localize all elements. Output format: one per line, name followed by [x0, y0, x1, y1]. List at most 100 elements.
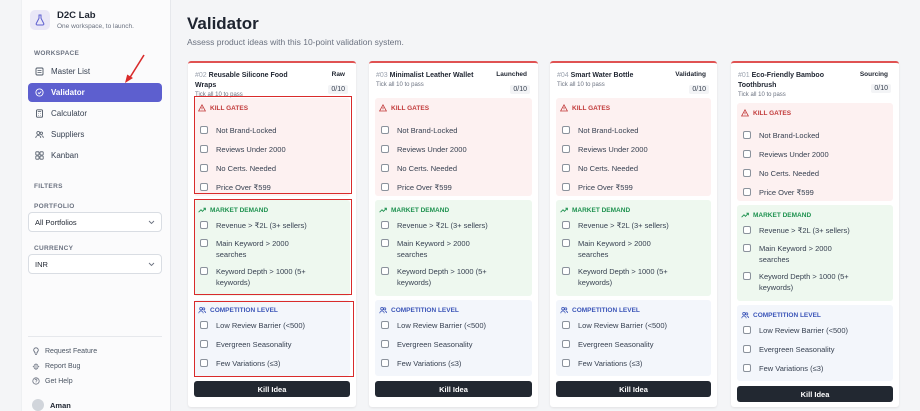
checkbox-few-variations-3[interactable]: Few Variations (≤3) — [381, 358, 461, 369]
checkbox[interactable] — [562, 340, 570, 348]
report-bug-link[interactable]: Report Bug — [32, 362, 80, 370]
checkbox[interactable] — [562, 321, 570, 329]
checkbox[interactable] — [200, 267, 208, 275]
checkbox-keyword-depth-1000-5-keywords[interactable]: Keyword Depth > 1000 (5+ keywords) — [200, 266, 308, 288]
checkbox[interactable] — [200, 126, 208, 134]
checkbox-keyword-depth-1000-5-keywords[interactable]: Keyword Depth > 1000 (5+ keywords) — [562, 266, 669, 288]
checkbox-revenue-2l-3-sellers[interactable]: Revenue > ₹2L (3+ sellers) — [200, 220, 307, 231]
checkbox[interactable] — [562, 183, 570, 191]
nav-suppliers[interactable]: Suppliers — [28, 125, 162, 144]
checkbox-not-brand-locked[interactable]: Not Brand-Locked — [381, 125, 457, 136]
checkbox-low-review-barrier-500[interactable]: Low Review Barrier (<500) — [743, 325, 848, 336]
checkbox-main-keyword-2000-searches[interactable]: Main Keyword > 2000 searches — [562, 238, 669, 260]
checkbox[interactable] — [743, 188, 751, 196]
nav-kanban[interactable]: Kanban — [28, 146, 162, 165]
checkbox[interactable] — [381, 340, 389, 348]
checkbox-main-keyword-2000-searches[interactable]: Main Keyword > 2000 searches — [381, 238, 490, 260]
checkbox-price-over-599[interactable]: Price Over ₹599 — [562, 182, 633, 193]
checkbox-keyword-depth-1000-5-keywords[interactable]: Keyword Depth > 1000 (5+ keywords) — [743, 271, 851, 293]
checkbox-price-over-599[interactable]: Price Over ₹599 — [743, 187, 814, 198]
checkbox-revenue-2l-3-sellers[interactable]: Revenue > ₹2L (3+ sellers) — [562, 220, 669, 231]
checkbox-price-over-599[interactable]: Price Over ₹599 — [381, 182, 452, 193]
currency-select[interactable]: INR — [28, 254, 162, 274]
checkbox[interactable] — [381, 321, 389, 329]
checkbox[interactable] — [743, 272, 751, 280]
checkbox[interactable] — [200, 321, 208, 329]
checkbox[interactable] — [381, 239, 389, 247]
checkbox-low-review-barrier-500[interactable]: Low Review Barrier (<500) — [200, 320, 305, 331]
checkbox[interactable] — [200, 239, 208, 247]
checkbox[interactable] — [562, 164, 570, 172]
checkbox[interactable] — [200, 221, 208, 229]
checkbox-evergreen-seasonality[interactable]: Evergreen Seasonality — [743, 344, 834, 355]
checkbox-reviews-under-2000[interactable]: Reviews Under 2000 — [743, 149, 829, 160]
checkbox-reviews-under-2000[interactable]: Reviews Under 2000 — [200, 144, 286, 155]
checkbox[interactable] — [562, 359, 570, 367]
checkbox-no-certs-needed[interactable]: No Certs. Needed — [200, 163, 276, 174]
user-profile[interactable]: Aman — [32, 399, 71, 411]
checkbox[interactable] — [200, 183, 208, 191]
checkbox[interactable] — [743, 326, 751, 334]
checkbox[interactable] — [381, 126, 389, 134]
checkbox[interactable] — [562, 145, 570, 153]
checkbox-no-certs-needed[interactable]: No Certs. Needed — [743, 168, 819, 179]
checkbox-keyword-depth-1000-5-keywords[interactable]: Keyword Depth > 1000 (5+ keywords) — [381, 266, 490, 288]
checkbox[interactable] — [381, 359, 389, 367]
checkbox[interactable] — [743, 131, 751, 139]
get-help-link[interactable]: Get Help — [32, 377, 73, 385]
checkbox[interactable] — [381, 164, 389, 172]
checkbox-not-brand-locked[interactable]: Not Brand-Locked — [743, 130, 819, 141]
checkbox[interactable] — [381, 145, 389, 153]
checkbox[interactable] — [743, 226, 751, 234]
checkbox-revenue-2l-3-sellers[interactable]: Revenue > ₹2L (3+ sellers) — [743, 225, 850, 236]
portfolio-select[interactable]: All Portfolios — [28, 212, 162, 232]
kill-idea-button[interactable]: Kill Idea — [375, 381, 532, 397]
checkbox[interactable] — [562, 126, 570, 134]
checkbox-evergreen-seasonality[interactable]: Evergreen Seasonality — [381, 339, 472, 350]
checkbox[interactable] — [200, 359, 208, 367]
checkbox-main-keyword-2000-searches[interactable]: Main Keyword > 2000 searches — [743, 243, 851, 265]
nav-calculator[interactable]: Calculator — [28, 104, 162, 123]
checkbox[interactable] — [562, 267, 570, 275]
kill-idea-button[interactable]: Kill Idea — [194, 381, 350, 397]
checkbox-reviews-under-2000[interactable]: Reviews Under 2000 — [381, 144, 467, 155]
checkbox-main-keyword-2000-searches[interactable]: Main Keyword > 2000 searches — [200, 238, 308, 260]
request-feature-link[interactable]: Request Feature — [32, 347, 97, 355]
checkbox[interactable] — [562, 221, 570, 229]
filters-label: FILTERS — [34, 183, 63, 190]
kill-idea-button[interactable]: Kill Idea — [737, 386, 893, 402]
checkbox[interactable] — [381, 267, 389, 275]
bug-icon — [32, 363, 40, 370]
checkbox-low-review-barrier-500[interactable]: Low Review Barrier (<500) — [562, 320, 667, 331]
card-title: #03 Minimalist Leather Wallet — [376, 71, 531, 81]
checkbox[interactable] — [743, 150, 751, 158]
checkbox-no-certs-needed[interactable]: No Certs. Needed — [381, 163, 457, 174]
checkbox-price-over-599[interactable]: Price Over ₹599 — [200, 182, 271, 193]
checkbox-few-variations-3[interactable]: Few Variations (≤3) — [562, 358, 642, 369]
checkbox-few-variations-3[interactable]: Few Variations (≤3) — [200, 358, 280, 369]
users-icon — [379, 307, 387, 314]
checkbox[interactable] — [743, 244, 751, 252]
checkbox[interactable] — [200, 164, 208, 172]
checkbox[interactable] — [381, 183, 389, 191]
checkbox-not-brand-locked[interactable]: Not Brand-Locked — [200, 125, 276, 136]
checkbox[interactable] — [743, 364, 751, 372]
checkbox[interactable] — [743, 345, 751, 353]
checkbox[interactable] — [743, 169, 751, 177]
checkbox[interactable] — [381, 221, 389, 229]
nav-validator[interactable]: Validator — [28, 83, 162, 102]
checkbox[interactable] — [200, 340, 208, 348]
brand[interactable]: D2C Lab One workspace, to launch. — [30, 10, 134, 31]
checkbox-reviews-under-2000[interactable]: Reviews Under 2000 — [562, 144, 648, 155]
checkbox-low-review-barrier-500[interactable]: Low Review Barrier (<500) — [381, 320, 486, 331]
kill-idea-button[interactable]: Kill Idea — [556, 381, 711, 397]
checkbox-revenue-2l-3-sellers[interactable]: Revenue > ₹2L (3+ sellers) — [381, 220, 488, 231]
checkbox[interactable] — [562, 239, 570, 247]
checkbox-evergreen-seasonality[interactable]: Evergreen Seasonality — [562, 339, 653, 350]
checkbox-evergreen-seasonality[interactable]: Evergreen Seasonality — [200, 339, 291, 350]
checkbox[interactable] — [200, 145, 208, 153]
checkbox-few-variations-3[interactable]: Few Variations (≤3) — [743, 363, 823, 374]
checkbox-not-brand-locked[interactable]: Not Brand-Locked — [562, 125, 638, 136]
nav-master-list[interactable]: Master List — [28, 62, 162, 81]
checkbox-no-certs-needed[interactable]: No Certs. Needed — [562, 163, 638, 174]
